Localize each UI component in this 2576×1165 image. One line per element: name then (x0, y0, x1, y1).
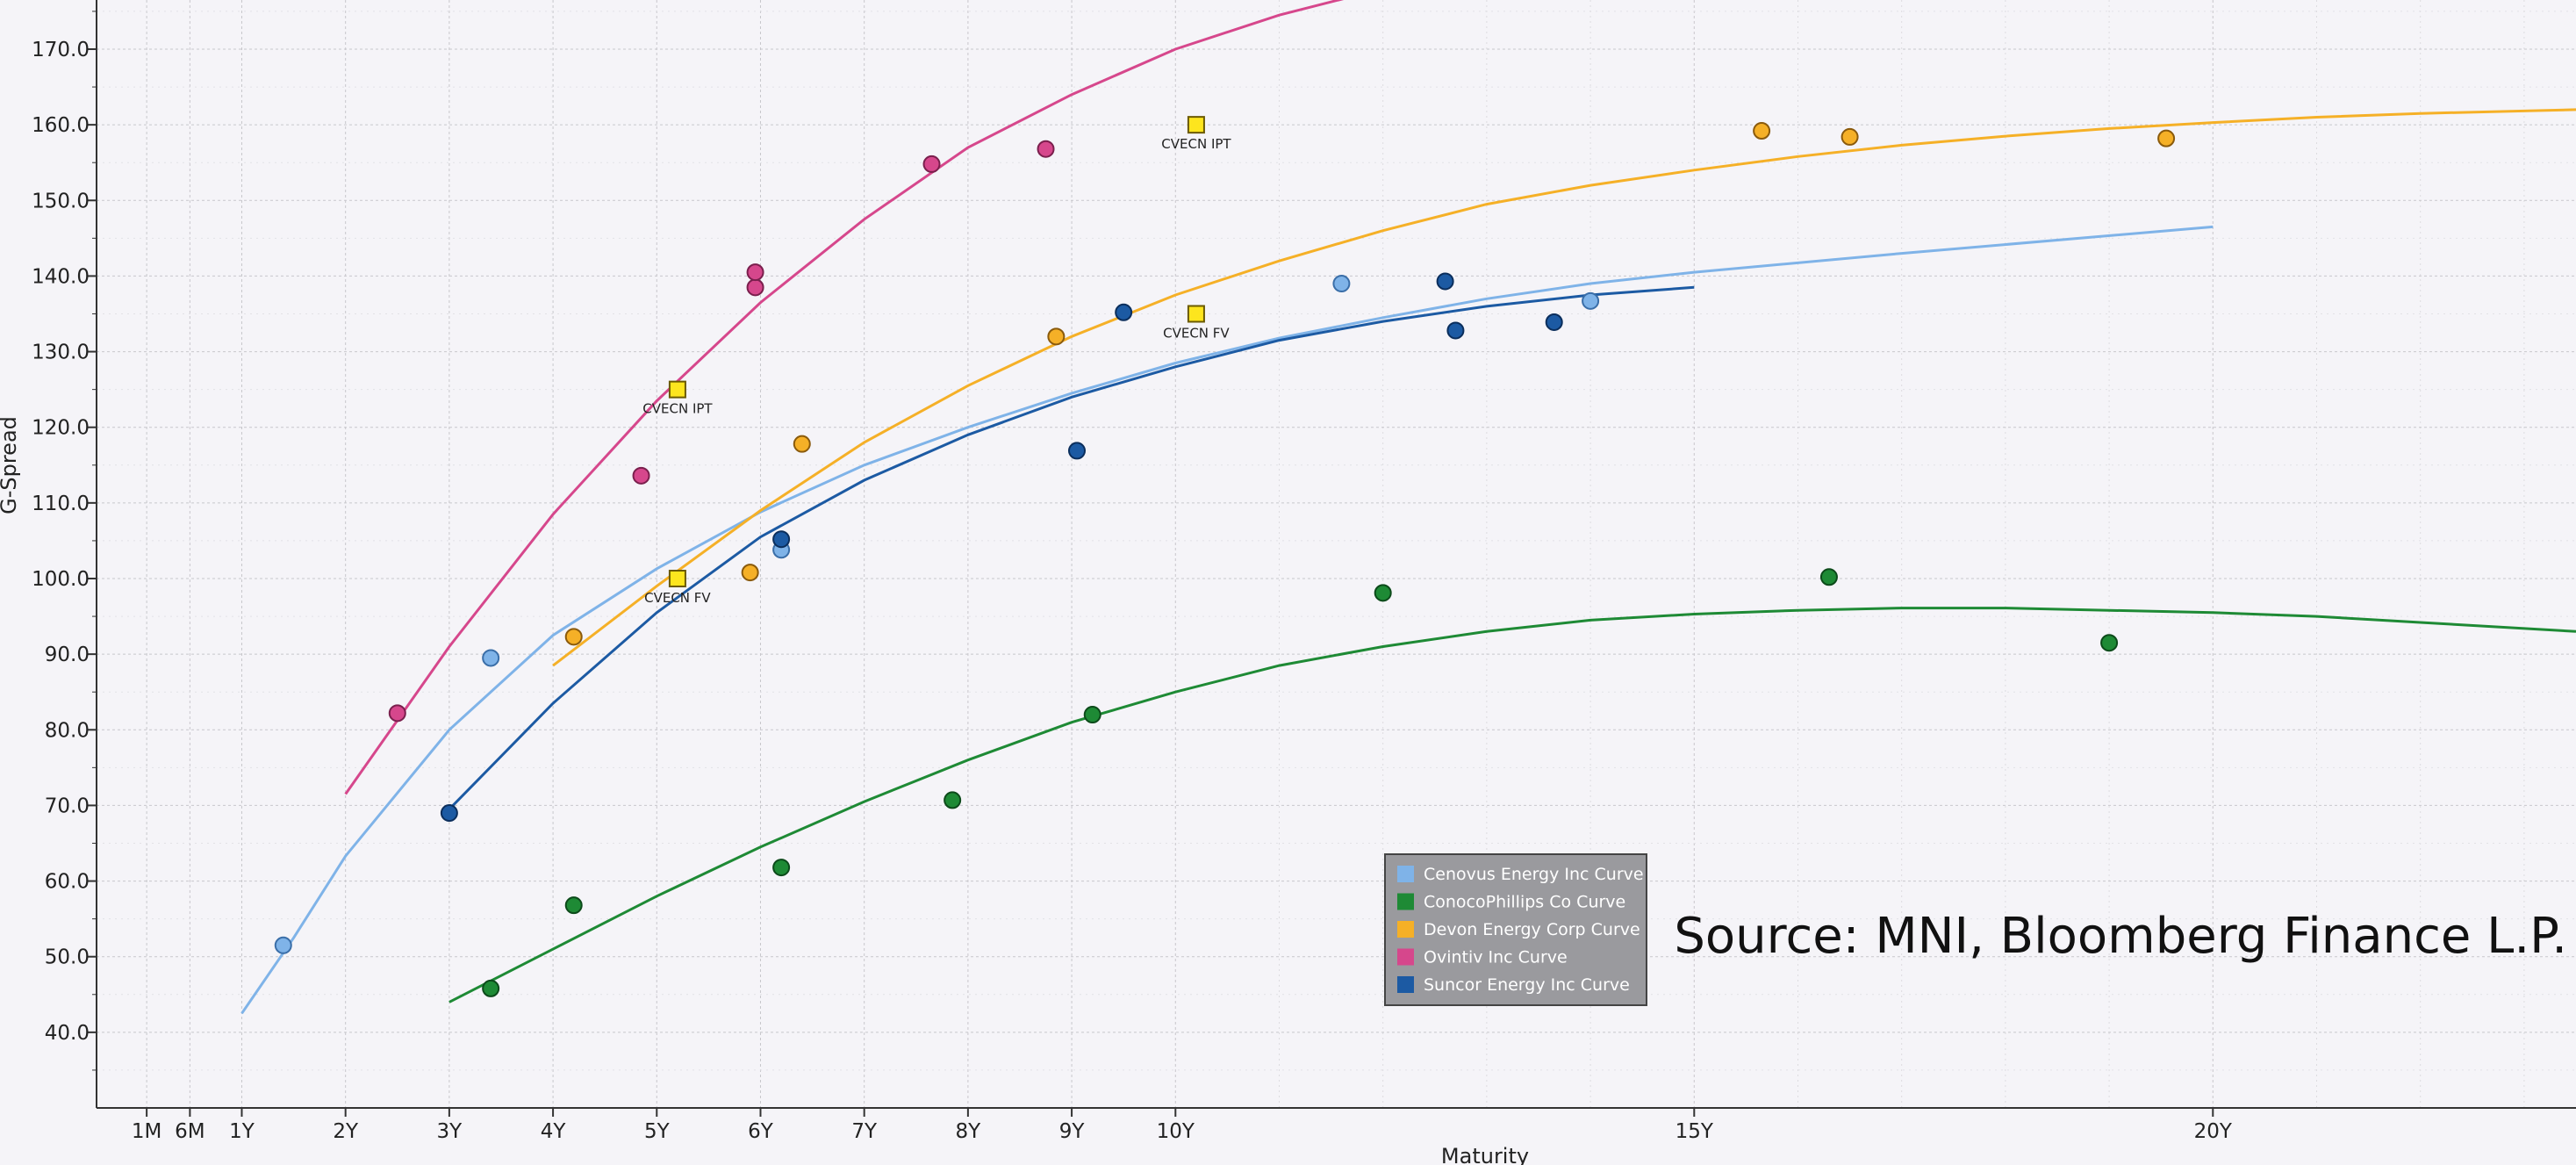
x-axis-title: Maturity (1441, 1144, 1529, 1165)
data-point (746, 278, 764, 297)
x-tick-label: 6Y (748, 1120, 774, 1143)
x-axis-ticks: 1M 6M 1Y 2Y 3Y 4Y 5Y 6Y 7Y 8Y 9Y 10Y 15Y 20Y (132, 1108, 2233, 1143)
data-point (772, 859, 791, 877)
data-point (746, 263, 764, 282)
data-point (944, 791, 962, 809)
x-tick-label: 1M (132, 1120, 161, 1143)
plot-area (97, 0, 2576, 1108)
data-point (1332, 275, 1351, 293)
data-point (1374, 584, 1392, 602)
legend-label: Ovintiv Inc Curve (1424, 948, 1568, 967)
legend-swatch (1397, 866, 1414, 882)
y-tick-label: 130.0 (32, 342, 90, 364)
y-tick-label: 90.0 (45, 644, 90, 666)
x-tick-label: 5Y (644, 1120, 671, 1143)
y-tick-label: 40.0 (45, 1022, 90, 1045)
legend-swatch (1397, 976, 1414, 993)
annotation-marker (1187, 305, 1205, 323)
data-point (741, 564, 759, 582)
x-tick-label: 20Y (2194, 1120, 2233, 1143)
annotation-label: CVECN FV (1163, 325, 1230, 341)
annotation-label: CVECN IPT (1161, 136, 1231, 152)
data-point (1436, 272, 1454, 291)
data-point (564, 896, 583, 915)
data-point (1067, 442, 1086, 460)
x-tick-label: 2Y (333, 1120, 359, 1143)
y-tick-label: 150.0 (32, 190, 90, 212)
data-point (440, 804, 458, 823)
data-point (564, 628, 583, 646)
annotation-marker (1187, 116, 1205, 134)
annotation-marker (668, 380, 686, 399)
x-tick-label: 9Y (1059, 1120, 1086, 1143)
data-point (1037, 140, 1055, 158)
y-axis-ticks: 40.0 50.0 60.0 70.0 80.0 90.0 100.0 110.0 120.0 1… (32, 11, 97, 1071)
annotations: CVECN IPT CVECN FV CVECN IPT CVECN FV (642, 116, 1231, 606)
y-tick-label: 80.0 (45, 719, 90, 742)
legend-label: ConocoPhillips Co Curve (1424, 893, 1625, 912)
x-tick-label: 4Y (541, 1120, 567, 1143)
data-point (2100, 634, 2119, 652)
legend-items: Cenovus Energy Inc Curve ConocoPhillips C… (1397, 865, 1644, 995)
source-note: Source: MNI, Bloomberg Finance L.P. (1674, 908, 2567, 965)
series-curve (240, 225, 2214, 1015)
series-curve (448, 607, 2576, 1003)
data-point (1819, 568, 1838, 586)
legend-label: Cenovus Energy Inc Curve (1424, 865, 1644, 884)
annotation-marker (668, 569, 686, 587)
data-point (922, 155, 941, 173)
data-point (1083, 706, 1101, 724)
y-tick-label: 60.0 (45, 871, 90, 894)
legend-box (1384, 853, 1647, 1006)
data-point (1047, 327, 1066, 346)
data-point (274, 936, 292, 954)
data-point (1545, 313, 1563, 331)
data-point (1582, 291, 1600, 310)
series-curves (240, 0, 2576, 1015)
x-tick-label: 6M (175, 1120, 205, 1143)
data-point (632, 466, 650, 485)
y-tick-label: 170.0 (32, 39, 90, 61)
x-tick-label: 1Y (229, 1120, 255, 1143)
x-tick-label: 7Y (851, 1120, 878, 1143)
data-point (388, 704, 406, 723)
series-curve (344, 0, 1345, 795)
legend-label: Devon Energy Corp Curve (1424, 920, 1640, 939)
data-point (1841, 127, 1859, 146)
y-tick-label: 50.0 (45, 946, 90, 969)
y-tick-label: 100.0 (32, 568, 90, 591)
legend: Cenovus Energy Inc Curve ConocoPhillips C… (1384, 853, 1647, 1006)
series-curve (552, 108, 2576, 667)
x-tick-label: 10Y (1157, 1120, 1195, 1143)
data-point (1115, 303, 1133, 321)
grid-lines (97, 0, 2576, 1108)
x-tick-label: 3Y (437, 1120, 463, 1143)
data-point (1446, 321, 1465, 340)
x-tick-label: 8Y (956, 1120, 982, 1143)
legend-swatch (1397, 948, 1414, 966)
x-tick-label: 15Y (1675, 1120, 1714, 1143)
annotation-label: CVECN FV (644, 590, 711, 606)
data-point (2157, 129, 2176, 147)
data-point (1753, 122, 1771, 140)
data-point (482, 649, 500, 667)
y-tick-label: 70.0 (45, 795, 90, 817)
data-point (772, 530, 791, 549)
y-tick-label: 140.0 (32, 265, 90, 288)
y-axis-title: G-Spread (0, 416, 21, 514)
legend-label: Suncor Energy Inc Curve (1424, 975, 1630, 995)
legend-swatch (1397, 893, 1414, 910)
legend-swatch (1397, 921, 1414, 938)
annotation-label: CVECN IPT (642, 401, 713, 417)
y-tick-label: 110.0 (32, 493, 90, 515)
data-point (793, 435, 811, 453)
y-tick-label: 160.0 (32, 114, 90, 137)
series-points (274, 122, 2176, 997)
data-point (482, 979, 500, 997)
series-curve (448, 285, 1695, 810)
y-tick-label: 120.0 (32, 417, 90, 440)
